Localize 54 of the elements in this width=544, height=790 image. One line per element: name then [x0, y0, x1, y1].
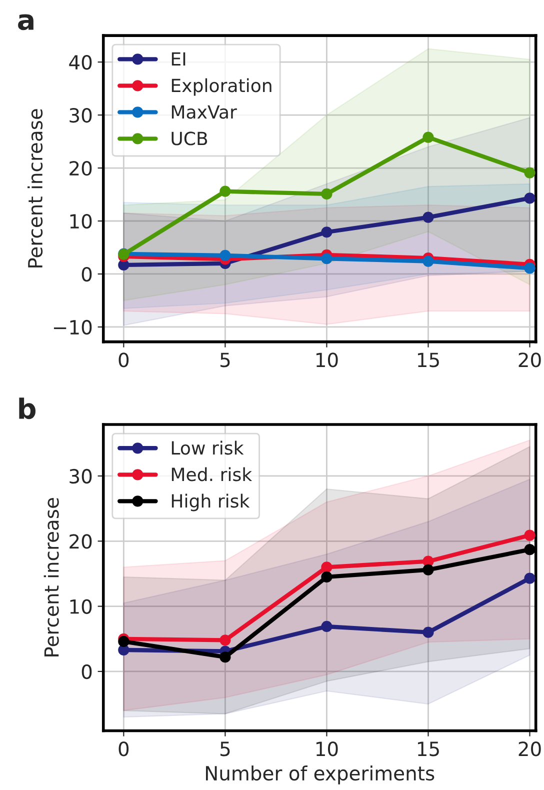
point [321, 620, 332, 632]
legend-label: UCB [172, 132, 208, 146]
x-tick-label: 0 [118, 352, 129, 368]
x-tick-label: 15 [418, 742, 439, 756]
point [321, 562, 332, 573]
chart-title: b [19, 398, 36, 420]
legend-label: Med. risk [172, 467, 252, 482]
point [220, 250, 231, 261]
point [524, 530, 536, 541]
point [422, 256, 434, 267]
x-tick-label: 10 [316, 352, 338, 368]
y-tick-label: 10 [70, 214, 92, 229]
y-tick-label: 30 [70, 468, 92, 484]
y-tick-label: 0 [82, 664, 92, 680]
point [422, 132, 434, 143]
y-tick-label: 20 [70, 160, 92, 176]
y-axis-title: Percent increase [28, 109, 43, 268]
y-tick-label: 30 [70, 108, 92, 123]
y-axis-title: Percent increase [44, 498, 59, 656]
point [524, 262, 536, 274]
point [422, 626, 434, 638]
point [524, 544, 536, 556]
point [220, 186, 231, 197]
point [524, 572, 536, 584]
legend-label: Exploration [172, 78, 272, 96]
x-tick-label: 5 [220, 742, 230, 756]
legend-label: High risk [172, 494, 250, 512]
y-tick-label: 20 [70, 534, 92, 549]
point [422, 564, 434, 576]
point [524, 167, 536, 178]
x-tick-label: 0 [118, 742, 129, 756]
point [118, 636, 130, 648]
x-axis-title: Number of experiments [206, 766, 434, 784]
point [422, 212, 434, 223]
y-tick-label: 10 [70, 599, 92, 614]
point [524, 192, 536, 204]
x-tick-label: 5 [220, 352, 230, 368]
legend-label: EI [172, 52, 186, 66]
point [220, 652, 231, 663]
x-tick-label: 20 [518, 742, 541, 756]
y-tick-label: 0 [82, 266, 92, 282]
legend-label: MaxVar [172, 105, 237, 119]
x-tick-label: 15 [418, 352, 439, 368]
legend-label: Low risk [172, 440, 244, 455]
point [321, 188, 332, 200]
point [321, 253, 332, 264]
point [321, 226, 332, 238]
point [321, 571, 332, 583]
y-tick-label: 40 [69, 55, 92, 70]
point [220, 634, 231, 646]
chart-title: a [18, 14, 34, 30]
x-tick-label: 20 [518, 352, 541, 368]
x-tick-label: 10 [316, 742, 338, 756]
y-tick-label: −10 [54, 320, 92, 335]
